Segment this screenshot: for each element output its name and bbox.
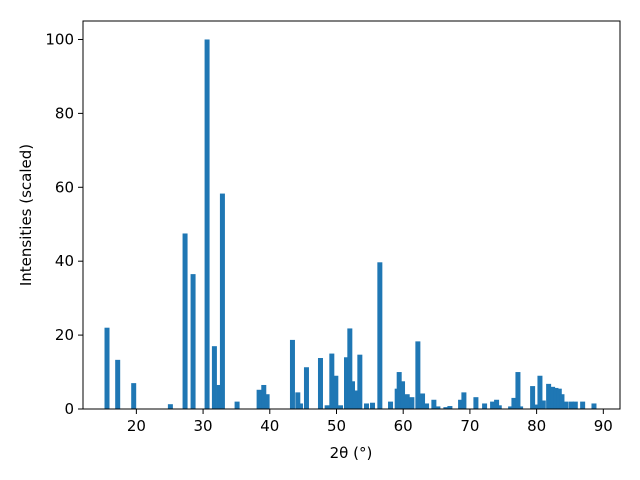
bar: [420, 393, 426, 409]
bar: [377, 262, 383, 409]
bar: [104, 327, 110, 409]
bar: [447, 406, 453, 409]
y-axis-title: Intensities (scaled): [17, 144, 35, 286]
bar: [388, 401, 394, 409]
bar: [357, 354, 363, 409]
x-tick-label: 60: [394, 417, 413, 435]
bar: [568, 401, 574, 409]
bar: [458, 399, 464, 409]
bar: [396, 372, 402, 409]
bar: [515, 372, 521, 409]
x-axis-title: 2θ (°): [330, 444, 373, 462]
x-tick-label: 40: [260, 417, 279, 435]
x-tick-label: 90: [594, 417, 613, 435]
x-tick-label: 70: [460, 417, 479, 435]
y-tick-label: 40: [55, 252, 74, 270]
bar: [264, 394, 270, 409]
bar: [537, 375, 543, 409]
y-tick-label: 0: [64, 400, 74, 418]
bar: [494, 399, 500, 409]
bar: [289, 339, 295, 409]
axes-frame: [82, 20, 621, 410]
bar: [550, 386, 556, 409]
bar: [216, 384, 222, 409]
bar: [333, 375, 339, 409]
bar: [559, 394, 565, 409]
bar: [563, 401, 569, 409]
bar: [518, 406, 524, 409]
bar: [317, 358, 323, 409]
bar: [496, 405, 502, 409]
x-tick-label: 20: [127, 417, 146, 435]
bar: [350, 381, 355, 409]
bar: [443, 407, 449, 409]
bars-group: [104, 39, 597, 409]
bar: [508, 406, 514, 409]
y-tick-label: 80: [55, 104, 74, 122]
bar: [234, 401, 240, 409]
bar: [352, 390, 358, 409]
bar: [572, 401, 578, 409]
bar: [461, 392, 467, 409]
y-tick-label: 20: [55, 326, 74, 344]
bar: [297, 403, 303, 409]
bar: [303, 367, 309, 409]
bar: [556, 388, 562, 409]
y-ticks-group: 0 20 40 60 80 100: [45, 30, 83, 418]
y-tick-label: 100: [45, 30, 74, 48]
bar: [364, 403, 370, 409]
y-tick-label: 60: [55, 178, 74, 196]
bar: [435, 406, 441, 409]
bar: [540, 400, 546, 409]
bar: [431, 399, 437, 409]
bar: [347, 328, 353, 409]
bar: [400, 381, 406, 409]
bar: [204, 39, 210, 409]
bar: [473, 397, 479, 409]
bar: [324, 405, 330, 409]
bar: [329, 353, 335, 409]
bar: [256, 389, 262, 409]
bar: [211, 346, 217, 409]
bar: [546, 383, 552, 409]
bar: [424, 403, 430, 409]
x-tick-label: 50: [327, 417, 346, 435]
bar: [131, 383, 137, 409]
bar: [409, 397, 415, 409]
bar: [530, 386, 536, 409]
bar: [337, 405, 343, 409]
bar: [482, 403, 488, 409]
bar: [404, 394, 410, 409]
bar: [190, 274, 196, 409]
bar: [167, 404, 173, 409]
bar: [344, 357, 349, 409]
bar: [534, 404, 540, 409]
bar: [490, 401, 496, 409]
bar: [370, 402, 376, 409]
x-ticks-group: 20 30 40 50 60 70 80 90: [127, 409, 613, 435]
bar: [415, 341, 421, 409]
bar: [511, 397, 517, 409]
bar: [295, 392, 301, 409]
bar: [580, 401, 586, 409]
bar: [591, 403, 597, 409]
x-tick-label: 30: [194, 417, 213, 435]
bar: [261, 384, 267, 409]
x-tick-label: 80: [527, 417, 546, 435]
bar: [182, 233, 188, 409]
bar: [219, 193, 225, 409]
bar: [115, 359, 121, 409]
bar: [553, 387, 559, 409]
